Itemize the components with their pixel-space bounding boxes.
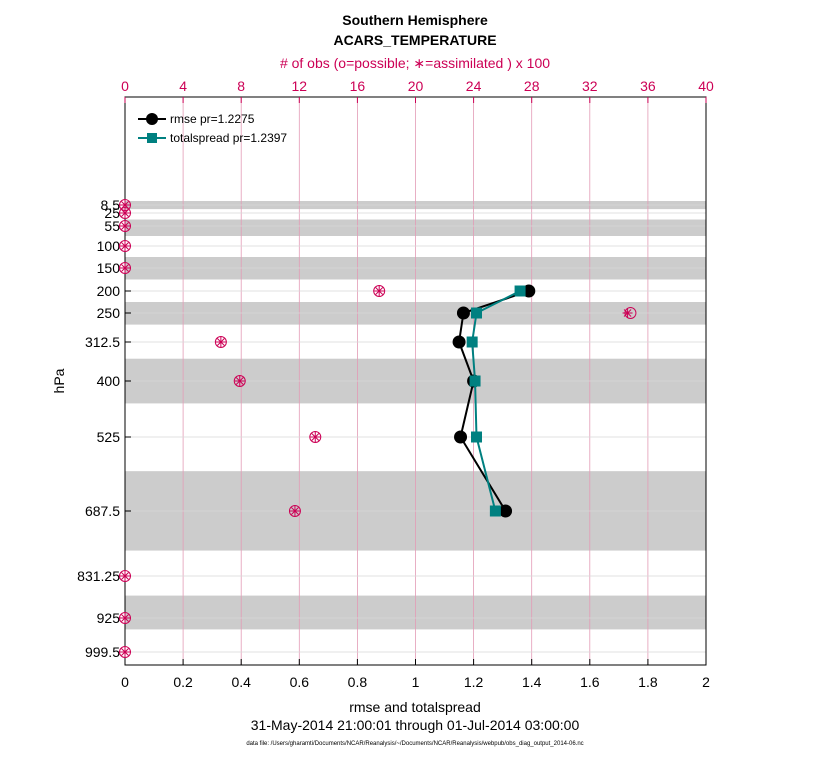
obs-assimilated-marker-4 <box>120 263 130 273</box>
x-tick-label-3: 0.6 <box>290 674 310 690</box>
top-tick-label-1: 4 <box>179 78 187 94</box>
chart-title: Southern Hemisphere <box>342 12 488 28</box>
obs-assimilated-marker-5 <box>374 286 385 296</box>
obs-assimilated-marker-12 <box>120 613 130 623</box>
y-tick-label-2: 55 <box>104 218 120 234</box>
obs-possible-marker-3 <box>119 240 131 252</box>
y-tick-label-6: 250 <box>97 305 121 321</box>
y-tick-label-0: 8.5 <box>101 197 121 213</box>
obs-possible-marker-8 <box>233 375 246 387</box>
y-tick-label-3: 100 <box>97 238 121 254</box>
rmse-point-5 <box>499 504 513 518</box>
obs-assimilated-marker-9 <box>310 432 321 442</box>
obs-assimilated-marker-8 <box>234 376 245 386</box>
rmse-point-2 <box>452 335 466 349</box>
obs-assimilated-marker-6 <box>622 308 633 318</box>
obs-assimilated-marker-10 <box>289 506 300 516</box>
date-range-label: 31-May-2014 21:00:01 through 01-Jul-2014… <box>251 717 580 733</box>
x-tick-label-0: 0 <box>121 674 129 690</box>
obs-assimilated-marker-13 <box>120 647 130 657</box>
y-tick-label-13: 999.5 <box>85 644 120 660</box>
top-tick-label-9: 36 <box>640 78 656 94</box>
legend: rmse pr=1.2275 totalspread pr=1.2397 <box>138 112 287 145</box>
top-tick-label-7: 28 <box>524 78 540 94</box>
obs-possible-marker-11 <box>119 570 131 582</box>
x-tick-label-8: 1.6 <box>580 674 600 690</box>
top-tick-label-4: 16 <box>350 78 366 94</box>
data-file-footnote: data file: /Users/gharamti/Documents/NCA… <box>246 741 583 747</box>
obs-possible-marker-13 <box>119 646 131 658</box>
y-tick-label-5: 200 <box>97 283 121 299</box>
totalspread-point-3 <box>469 375 481 387</box>
y-tick-label-1: 25 <box>104 205 120 221</box>
obs-possible-marker-12 <box>119 612 131 624</box>
y-tick-label-11: 831.25 <box>77 568 120 584</box>
rmse-point-1 <box>456 306 470 320</box>
totalspread-point-4 <box>471 431 483 443</box>
totalspread-point-0 <box>514 285 526 297</box>
totalspread-point-5 <box>489 505 501 517</box>
obs-assimilated-marker-2 <box>120 221 130 231</box>
obs-possible-marker-7 <box>214 336 227 348</box>
legend-rmse-marker <box>146 113 158 125</box>
top-axis-label: # of obs (o=possible; ∗=assimilated ) x … <box>280 55 550 71</box>
obs-assimilated-marker-3 <box>120 241 130 251</box>
y-tick-label-9: 525 <box>97 429 121 445</box>
x-tick-label-2: 0.4 <box>231 674 251 690</box>
legend-rmse-label: rmse pr=1.2275 <box>170 112 255 126</box>
top-tick-label-8: 32 <box>582 78 598 94</box>
y-tick-label-4: 150 <box>97 260 121 276</box>
x-tick-label-5: 1 <box>412 674 420 690</box>
x-tick-label-4: 0.8 <box>348 674 368 690</box>
y-tick-label-12: 925 <box>97 610 121 626</box>
top-axis-ticks: 0 4 8 12 16 20 24 28 32 36 40 <box>121 78 714 103</box>
top-tick-label-5: 20 <box>408 78 424 94</box>
grid-lines <box>124 97 707 665</box>
legend-totalspread-marker <box>147 133 157 143</box>
x-tick-label-9: 1.8 <box>638 674 658 690</box>
x-axis-label: rmse and totalspread <box>349 699 481 715</box>
top-tick-label-10: 40 <box>698 78 714 94</box>
obs-possible-marker-5 <box>373 285 386 297</box>
totalspread-point-2 <box>466 336 478 348</box>
y-tick-label-8: 400 <box>97 373 121 389</box>
obs-possible-marker-9 <box>309 431 322 443</box>
obs-assimilated-marker-11 <box>120 571 130 581</box>
totalspread-line <box>471 290 521 512</box>
legend-totalspread-label: totalspread pr=1.2397 <box>170 131 287 145</box>
y-tick-label-7: 312.5 <box>85 334 120 350</box>
x-tick-label-7: 1.4 <box>522 674 542 690</box>
obs-assimilated-marker-7 <box>215 337 226 347</box>
series-lines <box>452 284 536 518</box>
x-tick-label-6: 1.2 <box>464 674 484 690</box>
totalspread-point-1 <box>471 307 483 319</box>
obs-assimilated-marker-1 <box>120 208 130 218</box>
y-axis-label: hPa <box>51 368 67 393</box>
x-tick-label-1: 0.2 <box>173 674 193 690</box>
obs-possible-marker-1 <box>119 207 131 219</box>
obs-possible-marker-4 <box>119 262 131 274</box>
y-tick-label-10: 687.5 <box>85 503 120 519</box>
chart-subtitle: ACARS_TEMPERATURE <box>333 32 496 48</box>
top-tick-label-0: 0 <box>121 78 129 94</box>
rmse-point-4 <box>454 430 468 444</box>
obs-count-markers <box>119 199 637 658</box>
top-tick-label-6: 24 <box>466 78 482 94</box>
x-axis-ticks: 0 0.2 0.4 0.6 0.8 1 1.2 1.4 1.6 1.8 2 <box>121 659 710 690</box>
top-tick-label-3: 12 <box>292 78 308 94</box>
obs-possible-marker-2 <box>119 220 131 232</box>
obs-possible-marker-10 <box>288 505 301 517</box>
top-tick-label-2: 8 <box>237 78 245 94</box>
x-tick-label-10: 2 <box>702 674 710 690</box>
